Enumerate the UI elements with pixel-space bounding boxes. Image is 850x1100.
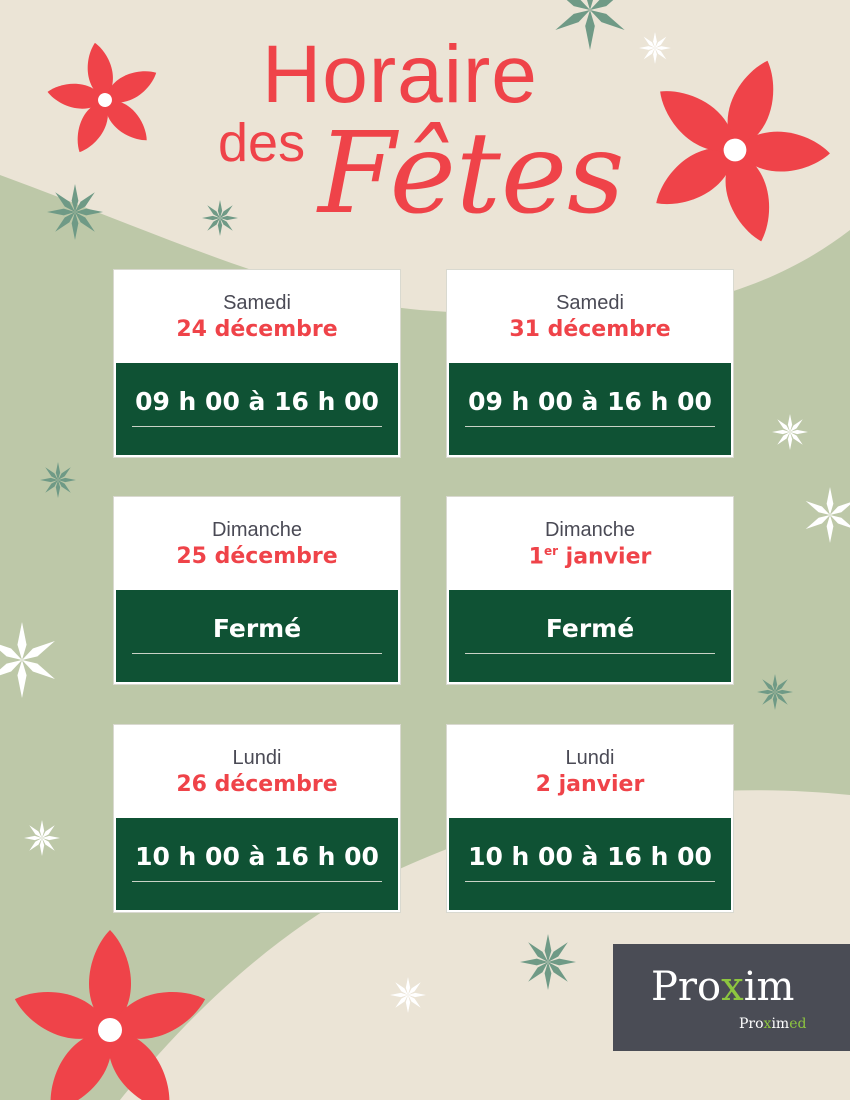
- snowflake-icon: [555, 0, 625, 50]
- card-date: 2 janvier: [535, 772, 645, 797]
- card-date: 25 décembre: [176, 544, 338, 569]
- sparkle-icon: [202, 200, 238, 236]
- card-hours: 09 h 00 à 16 h 00: [116, 363, 398, 455]
- schedule-card: Lundi 2 janvier 10 h 00 à 16 h 00: [447, 725, 733, 912]
- card-day: Lundi: [565, 747, 615, 769]
- card-hours: 10 h 00 à 16 h 00: [116, 818, 398, 910]
- sparkle-icon: [757, 674, 793, 710]
- date-ordinal: er: [543, 544, 558, 558]
- card-day: Dimanche: [544, 519, 636, 541]
- card-day: Samedi: [223, 292, 291, 314]
- title-fetes: Fêtes: [318, 109, 625, 239]
- sparkle-icon: [772, 414, 808, 450]
- schedule-card: Lundi 26 décembre 10 h 00 à 16 h 00: [114, 725, 400, 912]
- snowflake-icon: [0, 622, 55, 698]
- schedule-card: Dimanche 25 décembre Fermé: [114, 497, 400, 684]
- card-day: Lundi: [232, 747, 282, 769]
- sparkle-icon: [47, 184, 103, 240]
- card-hours: 10 h 00 à 16 h 00: [449, 818, 731, 910]
- sparkle-icon: [390, 977, 426, 1013]
- title-horaire: Horaire: [262, 29, 538, 120]
- card-date: 31 décembre: [509, 317, 671, 342]
- card-date: 24 décembre: [176, 317, 338, 342]
- sparkle-icon: [639, 32, 671, 64]
- title-des: des: [218, 113, 306, 173]
- proxim-logo: Proxim Proximed: [613, 944, 850, 1051]
- date-month: janvier: [558, 544, 652, 570]
- sparkle-icon: [24, 820, 60, 856]
- card-hours: 09 h 00 à 16 h 00: [449, 363, 731, 455]
- card-day: Samedi: [556, 292, 624, 314]
- date-number: 1: [528, 544, 544, 570]
- logo-proximed: Proximed: [739, 1016, 807, 1032]
- poinsettia-icon: [14, 930, 206, 1100]
- card-date: 26 décembre: [176, 772, 338, 797]
- sparkle-icon: [520, 934, 576, 990]
- card-hours: Fermé: [116, 590, 398, 682]
- sparkle-icon: [40, 462, 76, 498]
- schedule-card: Dimanche 1er janvier Fermé: [447, 497, 733, 684]
- card-day: Dimanche: [211, 519, 303, 541]
- logo-proxim: Proxim: [651, 964, 795, 1010]
- card-date: 1er janvier: [449, 544, 731, 569]
- card-hours: Fermé: [449, 590, 731, 682]
- snowflake-icon: [805, 487, 850, 543]
- schedule-card: Samedi 24 décembre 09 h 00 à 16 h 00: [114, 270, 400, 457]
- schedule-card: Samedi 31 décembre 09 h 00 à 16 h 00: [447, 270, 733, 457]
- poinsettia-icon: [47, 42, 157, 153]
- poinsettia-icon: [656, 60, 830, 242]
